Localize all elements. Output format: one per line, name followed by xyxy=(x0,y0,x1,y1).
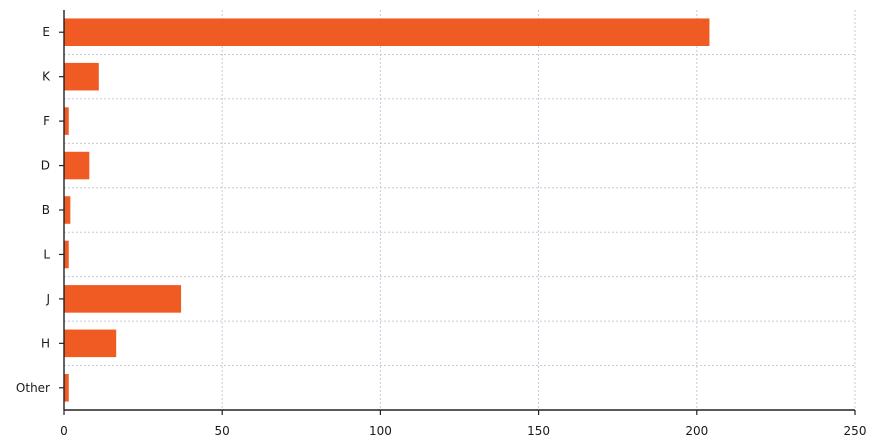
x-tick-label: 50 xyxy=(215,424,230,438)
bar-d xyxy=(64,151,90,180)
bar-j xyxy=(64,285,182,313)
axes xyxy=(59,10,856,415)
y-tick-label: Other xyxy=(16,381,50,395)
bars xyxy=(64,18,710,402)
tick-labels: 0 50 100 150 200 250 E K F D B L J H Other xyxy=(16,25,867,438)
bar-l xyxy=(64,240,69,269)
y-tick-label: F xyxy=(43,114,50,128)
bar-f xyxy=(64,107,69,135)
bar-h xyxy=(64,329,117,358)
x-tick-label: 0 xyxy=(60,424,68,438)
bar-e xyxy=(64,18,710,46)
x-tick-label: 150 xyxy=(527,424,550,438)
bar-k xyxy=(64,62,99,91)
y-tick-label: B xyxy=(42,203,50,217)
bar-b xyxy=(64,196,71,224)
y-tick-label: J xyxy=(45,292,50,306)
bar-other xyxy=(64,374,69,402)
y-tick-label: K xyxy=(42,70,51,84)
grid xyxy=(63,10,856,410)
y-tick-label: H xyxy=(41,336,50,350)
x-tick-label: 100 xyxy=(369,424,392,438)
y-tick-label: E xyxy=(42,25,50,39)
y-tick-label: L xyxy=(43,247,50,261)
y-tick-label: D xyxy=(41,159,50,173)
x-tick-label: 250 xyxy=(844,424,867,438)
x-tick-label: 200 xyxy=(685,424,708,438)
